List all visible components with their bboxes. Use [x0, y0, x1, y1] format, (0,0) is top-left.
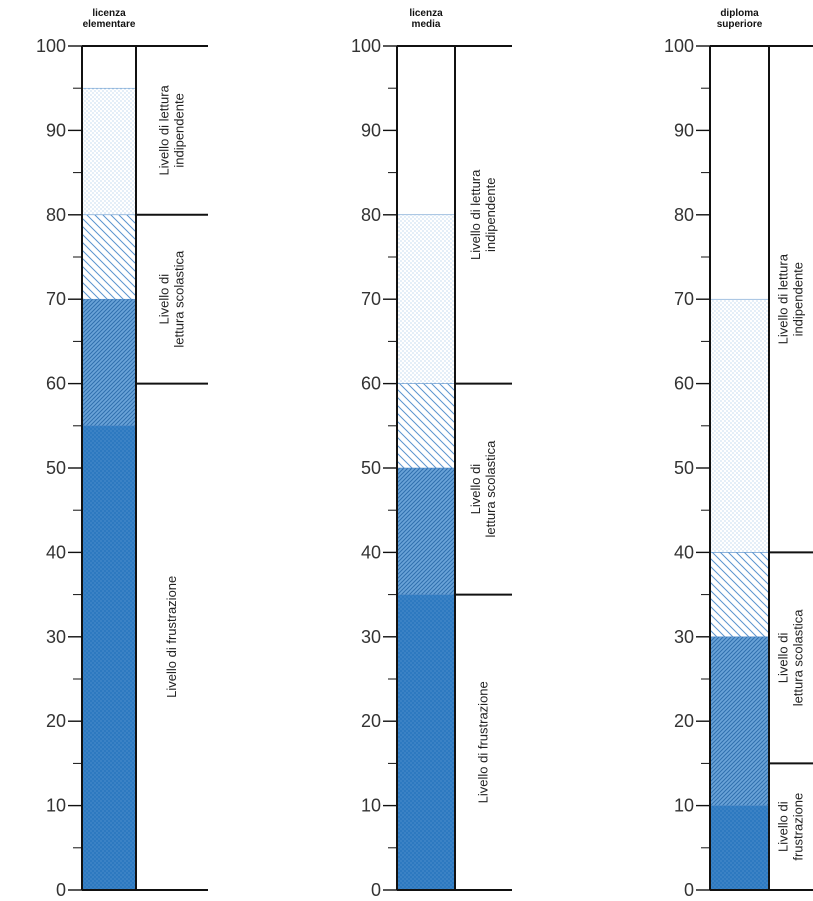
y-tick-label: 60	[674, 374, 694, 394]
y-tick-label: 80	[674, 205, 694, 225]
band-scolastica	[81, 214, 137, 300]
chart-title: diploma	[720, 8, 759, 19]
band-scolastica	[396, 383, 456, 469]
y-tick-label: 40	[46, 542, 66, 562]
y-tick-label: 40	[674, 542, 694, 562]
zone-label: Livello di frustrazione	[164, 576, 179, 698]
y-tick-label: 20	[674, 711, 694, 731]
y-tick-label: 50	[361, 458, 381, 478]
zone-label: Livello difrustrazione	[776, 793, 806, 861]
band-transition	[81, 298, 137, 427]
band-frustrazione	[81, 425, 137, 891]
y-tick-label: 20	[361, 711, 381, 731]
y-tick-label: 10	[361, 796, 381, 816]
y-tick-label: 0	[56, 880, 66, 900]
y-tick-label: 80	[46, 205, 66, 225]
chart-title: licenza	[409, 8, 443, 19]
y-tick-label: 40	[361, 542, 381, 562]
y-tick-label: 100	[351, 36, 381, 56]
y-tick-label: 90	[361, 120, 381, 140]
band-transition	[396, 467, 456, 595]
y-tick-label: 90	[674, 120, 694, 140]
y-tick-label: 70	[361, 289, 381, 309]
y-tick-label: 70	[46, 289, 66, 309]
band-transition	[709, 636, 770, 806]
y-tick-label: 50	[46, 458, 66, 478]
y-tick-label: 0	[371, 880, 381, 900]
band-indipendente	[81, 87, 137, 216]
band-indipendente	[709, 298, 770, 553]
zone-label: Livello dilettura scolastica	[468, 440, 498, 538]
chart-title: elementare	[83, 19, 136, 30]
zone-label: Livello di letturaindipendente	[157, 84, 187, 175]
chart-title: licenza	[92, 8, 126, 19]
band-frustrazione	[709, 805, 770, 891]
y-tick-label: 30	[674, 627, 694, 647]
zone-label: Livello di frustrazione	[476, 681, 491, 803]
y-tick-label: 10	[46, 796, 66, 816]
y-tick-label: 20	[46, 711, 66, 731]
y-tick-label: 90	[46, 120, 66, 140]
y-tick-label: 0	[684, 880, 694, 900]
band-scolastica	[709, 552, 770, 638]
zone-label: Livello dilettura scolastica	[776, 609, 806, 707]
band-frustrazione	[396, 594, 456, 891]
y-tick-label: 60	[361, 374, 381, 394]
y-tick-label: 100	[664, 36, 694, 56]
chart-title: media	[412, 19, 441, 30]
y-tick-label: 30	[46, 627, 66, 647]
y-tick-label: 10	[674, 796, 694, 816]
zone-label: Livello dilettura scolastica	[157, 250, 187, 348]
y-tick-label: 100	[36, 36, 66, 56]
y-tick-label: 30	[361, 627, 381, 647]
zone-label: Livello di letturaindipendente	[776, 253, 806, 344]
y-tick-label: 50	[674, 458, 694, 478]
band-indipendente	[396, 214, 456, 384]
zone-label: Livello di letturaindipendente	[468, 169, 498, 260]
y-tick-label: 80	[361, 205, 381, 225]
y-tick-label: 70	[674, 289, 694, 309]
chart-title: superiore	[717, 19, 763, 30]
y-tick-label: 60	[46, 374, 66, 394]
